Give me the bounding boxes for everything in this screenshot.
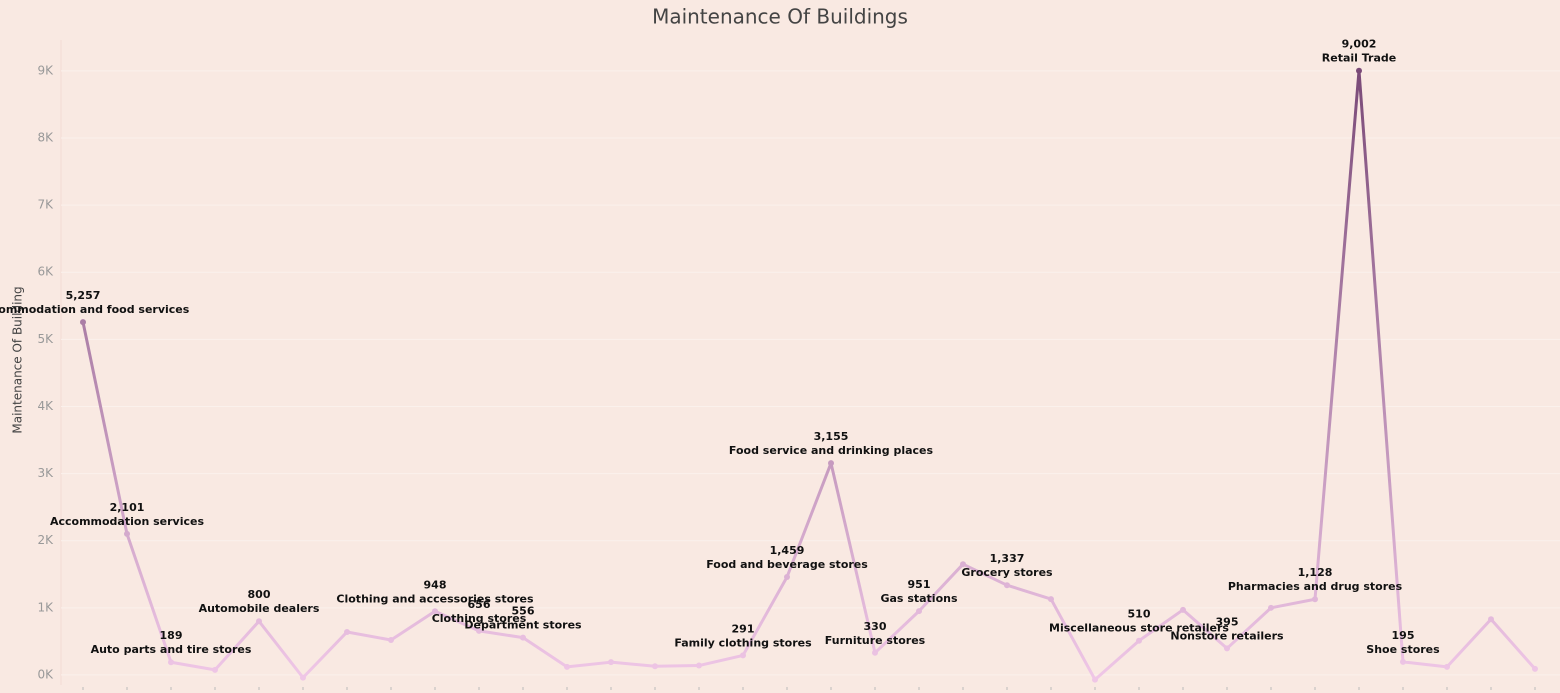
- y-tick-label: 8K: [37, 130, 54, 144]
- chart-title: Maintenance Of Buildings: [652, 5, 908, 29]
- data-label-category: Food service and drinking places: [729, 444, 934, 457]
- data-label-category: Accommodation and food services: [0, 303, 190, 316]
- data-label: 3,155: [814, 430, 849, 443]
- point: [520, 634, 526, 641]
- point: [828, 460, 834, 467]
- data-label-category: Automobile dealers: [199, 602, 320, 615]
- point: [1224, 645, 1230, 652]
- data-label: 330: [864, 620, 887, 633]
- point: [1092, 676, 1098, 683]
- data-label: 656: [468, 598, 491, 611]
- data-label: 5,257: [66, 289, 101, 302]
- y-tick-label: 1K: [37, 600, 54, 614]
- point: [564, 663, 570, 670]
- y-tick-label: 5K: [37, 332, 54, 346]
- data-label-category: Clothing and accessories stores: [336, 592, 534, 605]
- data-label: 1,459: [770, 544, 805, 557]
- point: [256, 618, 262, 625]
- y-tick-label: 2K: [37, 533, 54, 547]
- data-label-category: Grocery stores: [961, 566, 1053, 579]
- data-label: 195: [1392, 629, 1415, 642]
- point: [784, 574, 790, 581]
- point: [696, 662, 702, 669]
- data-label-category: Pharmacies and drug stores: [1228, 580, 1403, 593]
- point: [212, 666, 218, 673]
- point: [1488, 616, 1494, 623]
- line: [81, 69, 1537, 682]
- point: [1356, 67, 1362, 74]
- point: [1444, 663, 1450, 670]
- point: [740, 652, 746, 659]
- data-label: 948: [424, 578, 447, 591]
- point: [1048, 596, 1054, 603]
- point: [432, 608, 438, 615]
- data-label-category: Accommodation services: [50, 515, 204, 528]
- point: [608, 659, 614, 666]
- data-label: 1,337: [990, 552, 1025, 565]
- data-label-category: Food and beverage stores: [706, 558, 868, 571]
- data-label-category: Shoe stores: [1366, 643, 1440, 656]
- point: [1180, 606, 1186, 613]
- point: [1004, 582, 1010, 589]
- data-label-category: Retail Trade: [1322, 52, 1396, 65]
- data-label-category: Clothing stores: [432, 612, 527, 625]
- data-label: 800: [248, 588, 271, 601]
- data-label-category: Furniture stores: [825, 634, 926, 647]
- data-label: 1,128: [1298, 566, 1333, 579]
- data-label: 556: [512, 605, 535, 618]
- point: [1268, 604, 1274, 611]
- point: [300, 674, 306, 681]
- data-label: 291: [732, 622, 755, 635]
- point: [344, 628, 350, 635]
- point: [1136, 637, 1142, 644]
- data-label: 189: [160, 629, 183, 642]
- data-label: 9,002: [1342, 38, 1377, 51]
- point: [960, 561, 966, 568]
- y-tick-label: 4K: [37, 399, 54, 413]
- point: [1400, 658, 1406, 665]
- data-label: 951: [908, 578, 931, 591]
- y-tick-label: 9K: [37, 63, 54, 77]
- point: [652, 663, 658, 670]
- point: [1312, 596, 1318, 603]
- data-label: 510: [1128, 608, 1151, 621]
- data-label-category: Auto parts and tire stores: [91, 643, 252, 656]
- data-label-category: Family clothing stores: [674, 636, 812, 649]
- data-label-category: Department stores: [464, 619, 582, 632]
- y-axis-label: Maintenance Of Building: [11, 286, 25, 433]
- point: [168, 659, 174, 666]
- data-label: 2,101: [110, 501, 145, 514]
- point: [916, 608, 922, 615]
- data-label-category: Gas stations: [880, 592, 957, 605]
- y-tick-label: 0K: [37, 667, 54, 681]
- point: [124, 530, 130, 537]
- point: [872, 649, 878, 656]
- y-tick-label: 7K: [37, 198, 54, 212]
- data-label-category: Nonstore retailers: [1170, 629, 1284, 642]
- data-label-category: Miscellaneous store retailers: [1049, 622, 1229, 635]
- point: [1532, 665, 1538, 672]
- y-tick-label: 6K: [37, 265, 54, 279]
- point: [80, 319, 86, 326]
- data-label: 395: [1216, 615, 1239, 628]
- y-tick-label: 3K: [37, 466, 54, 480]
- point: [388, 637, 394, 644]
- point: [476, 627, 482, 634]
